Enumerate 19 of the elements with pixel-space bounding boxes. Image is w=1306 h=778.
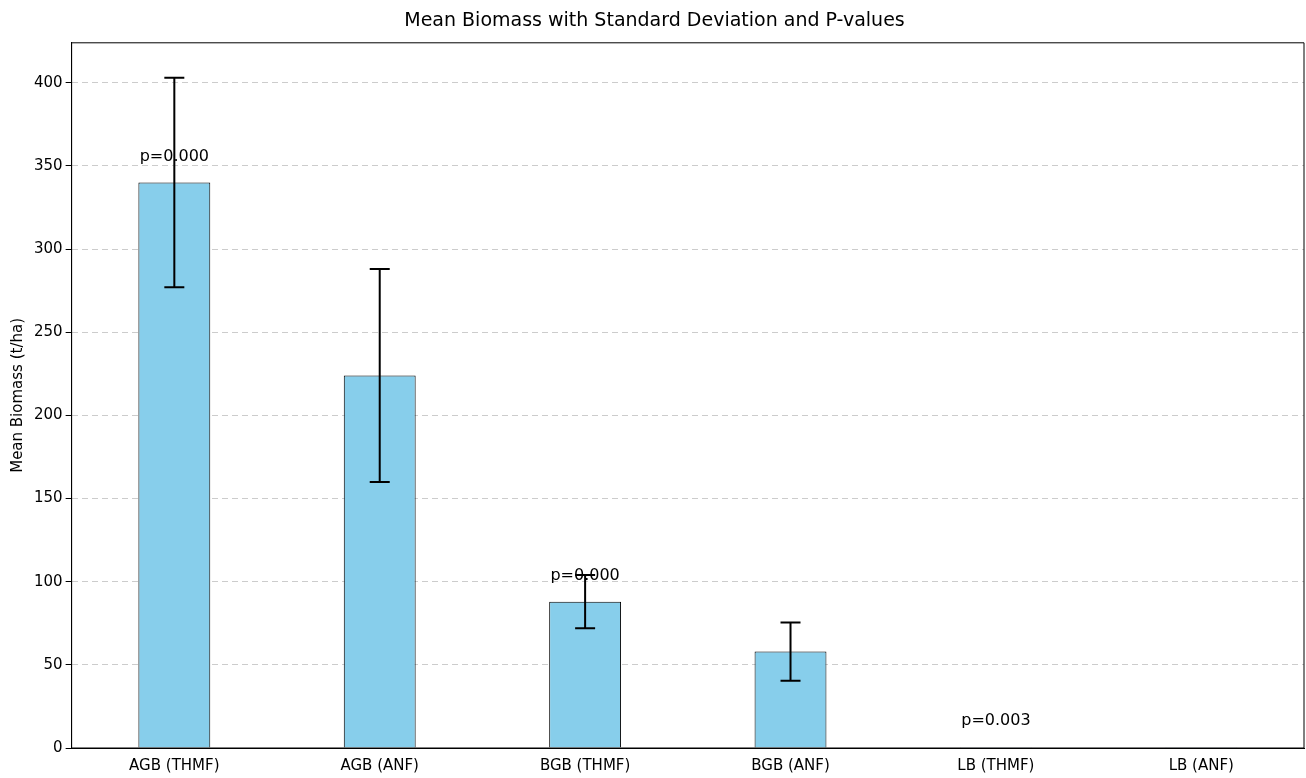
chart-title: Mean Biomass with Standard Deviation and P-values [404,8,905,31]
x-tick-label: LB (THMF) [957,755,1035,774]
y-tick-label: 50 [43,654,63,673]
x-tick-label: BGB (THMF) [539,755,631,774]
x-tick-label: AGB (THMF) [129,755,220,774]
x-tick-label: BGB (ANF) [751,755,830,774]
annotation: p=0.000 [550,564,620,584]
y-tick-label: 350 [33,155,63,174]
y-tick-label: 150 [33,488,63,507]
x-tick-label: LB (ANF) [1168,755,1234,774]
y-tick-label: 0 [53,737,63,756]
annotation: p=0.003 [961,710,1031,730]
y-tick-label: 100 [33,571,63,590]
y-axis-title: Mean Biomass (t/ha) [7,317,26,473]
y-tick-label: 200 [33,405,63,424]
y-tick-label: 250 [33,322,63,341]
y-tick-label: 300 [33,238,63,257]
x-tick-label: AGB (ANF) [340,755,419,774]
y-tick-label: 400 [33,72,63,91]
